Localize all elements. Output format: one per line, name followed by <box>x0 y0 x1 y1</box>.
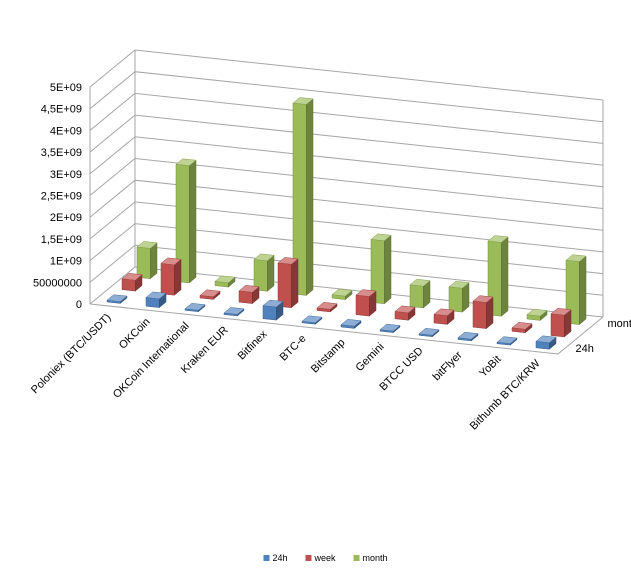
bar-month-5 <box>332 289 352 300</box>
bar-week-7 <box>395 306 415 320</box>
y-tick-label: 1E+09 <box>50 256 82 268</box>
bar-week-10 <box>512 322 532 332</box>
depth-axis-ticks: 24h month <box>576 318 631 355</box>
bar-month-3 <box>254 254 274 291</box>
depth-label-front: 24h <box>576 343 594 355</box>
chart-walls <box>90 50 603 354</box>
bar-24h-7 <box>380 324 400 333</box>
bar-week-5 <box>317 302 337 312</box>
y-tick-label: 4,5E+09 <box>41 104 82 116</box>
y-tick-label: 4E+09 <box>50 125 82 137</box>
bar-24h-0 <box>107 295 127 304</box>
y-tick-label: 1,5E+09 <box>41 234 82 246</box>
legend-swatch-24h <box>264 555 270 561</box>
y-tick-label: 3,5E+09 <box>41 147 82 159</box>
bar-month-8 <box>449 281 469 312</box>
legend-swatch-week <box>306 555 312 561</box>
depth-label-back: month <box>608 318 631 330</box>
bar-week-2 <box>200 290 220 300</box>
bar-24h-11 <box>536 336 556 349</box>
bar-24h-8 <box>419 328 439 336</box>
bar-week-4 <box>278 257 298 307</box>
bar-month-10 <box>527 309 547 320</box>
bar-month-0 <box>137 241 157 278</box>
bar-24h-10 <box>497 337 517 346</box>
y-tick-label: 2,5E+09 <box>41 191 82 203</box>
bar-month-2 <box>215 276 235 287</box>
legend-swatch-month <box>354 555 360 561</box>
y-tick-label: 3E+09 <box>50 169 82 181</box>
y-axis-ticks: 0 50000000 1E+09 1,5E+09 2E+09 2,5E+09 3E+09 3,… <box>33 82 82 311</box>
x-tick-label: BTCC USD <box>377 345 425 393</box>
legend-label-month: month <box>363 553 388 563</box>
bar-24h-6 <box>341 319 361 328</box>
x-tick-label: bitFlyer <box>431 349 465 383</box>
x-tick-label: BTC-e <box>278 333 309 364</box>
legend-label-week: week <box>314 553 337 563</box>
y-tick-label: 50000000 <box>33 277 82 289</box>
bar-24h-1 <box>146 292 166 308</box>
chart-bars <box>107 98 586 350</box>
bar-week-3 <box>239 285 259 303</box>
x-tick-label: YoBit <box>477 353 503 379</box>
x-tick-label: Poloniex (BTC/USDT) <box>29 312 114 397</box>
bar-24h-2 <box>185 303 205 311</box>
x-tick-label: OKCoin International <box>111 320 192 401</box>
y-tick-label: 5E+09 <box>50 82 82 94</box>
bar-week-11 <box>551 308 571 337</box>
bar-24h-3 <box>224 307 244 316</box>
bar-week-6 <box>356 290 376 317</box>
x-tick-label: Gemini <box>353 341 386 374</box>
legend-label-24h: 24h <box>273 553 288 563</box>
y-tick-label: 0 <box>76 299 82 311</box>
bar-week-8 <box>434 309 454 325</box>
bar-week-0 <box>122 273 142 291</box>
legend: 24h week month <box>264 553 388 563</box>
bar-24h-4 <box>263 300 283 320</box>
bar-24h-9 <box>458 332 478 341</box>
y-tick-label: 2E+09 <box>50 212 82 224</box>
bar-24h-5 <box>302 316 322 324</box>
x-tick-label: OKCoin <box>117 316 153 352</box>
bar-month-7 <box>410 279 430 308</box>
x-tick-label: Bitfinex <box>236 328 270 362</box>
bar-week-9 <box>473 296 493 329</box>
x-tick-label: Bitstamp <box>309 337 348 376</box>
bar-week-1 <box>161 258 181 295</box>
